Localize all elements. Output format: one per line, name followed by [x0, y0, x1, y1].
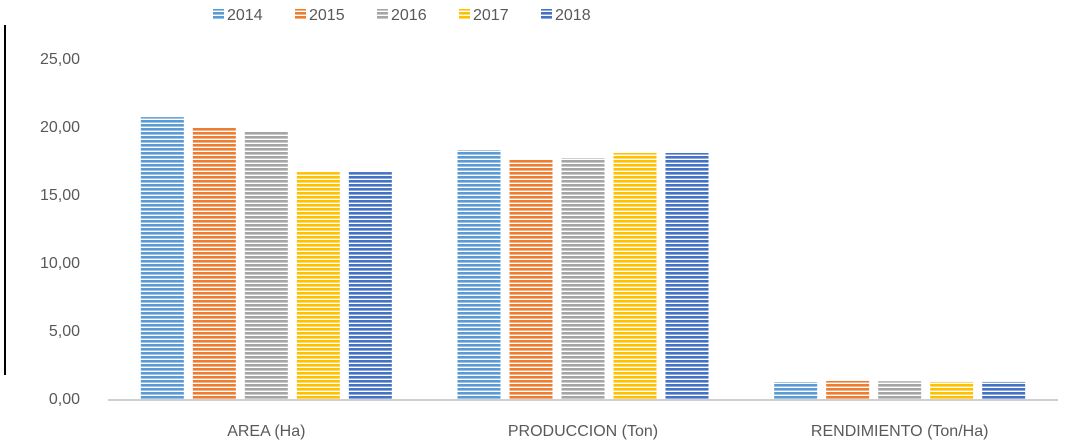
- bar: [982, 381, 1026, 400]
- legend-swatch: [459, 9, 470, 20]
- bar: [613, 153, 657, 400]
- bar: [665, 153, 709, 400]
- legend-label: 2016: [391, 7, 427, 24]
- y-tick-label: 25,00: [40, 51, 80, 68]
- x-tick-label: PRODUCCION (Ton): [508, 423, 658, 440]
- bar: [930, 381, 974, 400]
- x-tick-label: AREA (Ha): [227, 423, 305, 440]
- y-tick-label: 10,00: [40, 255, 80, 272]
- y-tick-label: 15,00: [40, 187, 80, 204]
- bar: [561, 158, 605, 400]
- legend-swatch: [541, 9, 552, 20]
- bar: [878, 381, 922, 400]
- legend-label: 2015: [309, 7, 345, 24]
- y-tick-label: 20,00: [40, 119, 80, 136]
- bar: [457, 150, 501, 400]
- legend-swatch: [213, 9, 224, 20]
- bar: [509, 159, 553, 400]
- legend-swatch: [377, 9, 388, 20]
- legend-swatch: [295, 9, 306, 20]
- bar: [826, 380, 870, 400]
- x-tick-label: RENDIMIENTO (Ton/Ha): [811, 423, 989, 440]
- bar: [244, 130, 288, 400]
- bar: [140, 117, 184, 401]
- y-tick-label: 5,00: [49, 323, 80, 340]
- legend-label: 2017: [473, 7, 509, 24]
- bar: [774, 382, 818, 400]
- legend-label: 2014: [227, 7, 263, 24]
- y-tick-label: 0,00: [49, 391, 80, 408]
- bar: [192, 127, 236, 400]
- legend-label: 2018: [555, 7, 591, 24]
- bar: [348, 172, 392, 400]
- bar: [296, 172, 340, 400]
